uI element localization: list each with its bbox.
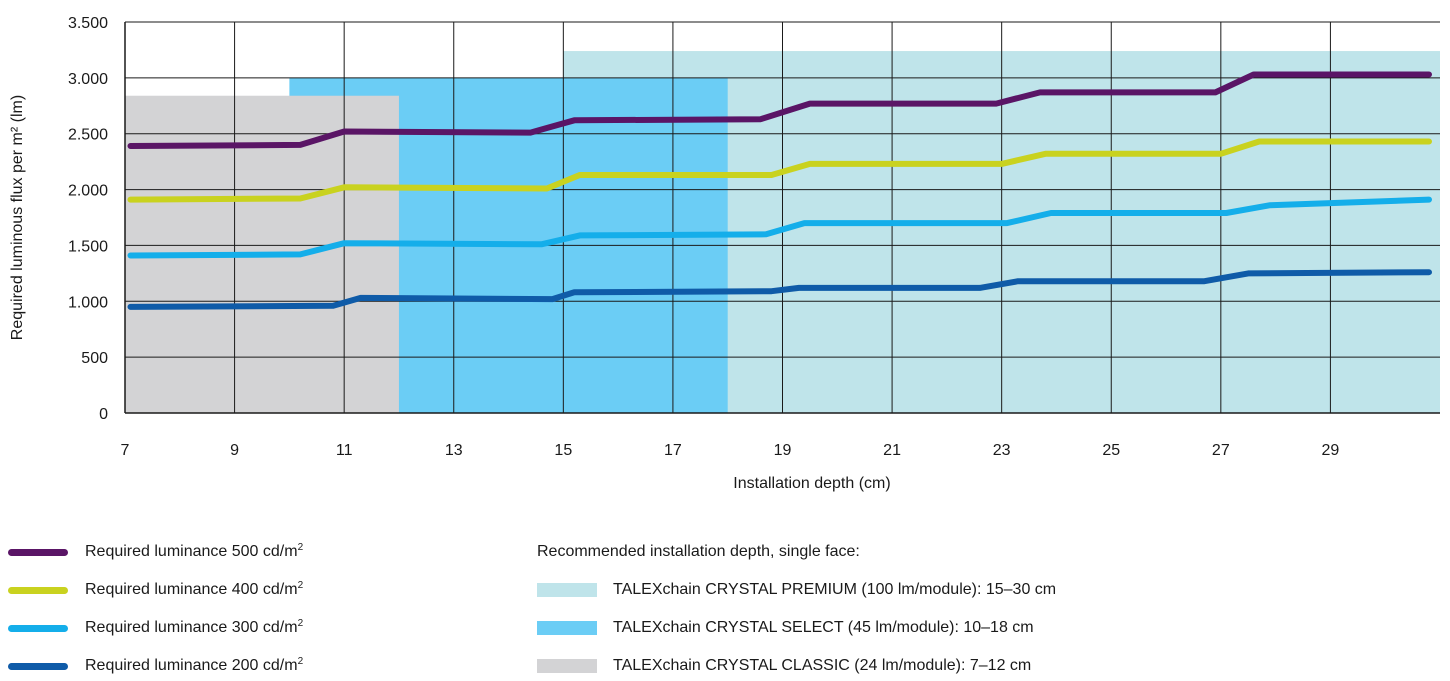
luminance-series: [127, 71, 1432, 310]
legend-label: Required luminance 500 cd/m2: [85, 542, 303, 562]
luminous-flux-chart: 7 9 11 13 15 17 19 21 23 25 27 29 0 500 1.000 1.500 2.00…: [9, 15, 1440, 492]
legend-line-swatch: [8, 549, 68, 556]
legend-label-text: Required luminance 300 cd/m: [85, 619, 298, 636]
legend-label-text: Required luminance 500 cd/m: [85, 543, 298, 560]
y-tick-label-4: 2.000: [68, 183, 108, 200]
x-tick-label-6: 19: [774, 442, 792, 459]
legend-label-text: Required luminance 400 cd/m: [85, 581, 298, 598]
legend-band-swatch: [537, 583, 597, 597]
x-tick-label-5: 17: [664, 442, 682, 459]
x-tick-label-0: 7: [121, 442, 130, 459]
legend-label: Required luminance 200 cd/m2: [85, 656, 303, 676]
y-tick-label-2: 1.000: [68, 294, 108, 311]
y-tick-label-5: 2.500: [68, 127, 108, 144]
series-line-2: [127, 196, 1432, 259]
x-axis-title: Installation depth (cm): [733, 475, 890, 492]
series-line-3: [127, 269, 1432, 310]
legend-line-swatch: [8, 663, 68, 670]
legend-line-swatch: [8, 625, 68, 632]
y-tick-label-3: 1.500: [68, 238, 108, 255]
legend-band-swatch: [537, 621, 597, 635]
legend-label: TALEXchain CRYSTAL SELECT (45 lm/module)…: [613, 619, 1034, 636]
series-line-0: [127, 71, 1432, 149]
legend-label: TALEXchain CRYSTAL PREMIUM (100 lm/modul…: [613, 581, 1057, 598]
legend-label: Required luminance 400 cd/m2: [85, 580, 303, 600]
grid-lines: [125, 21, 1440, 414]
x-tick-label-3: 13: [445, 442, 463, 459]
x-tick-label-7: 21: [883, 442, 901, 459]
tick-labels: 7 9 11 13 15 17 19 21 23 25 27 29 0 500 1.000 1.500 2.00…: [68, 15, 1339, 459]
x-tick-label-11: 29: [1322, 442, 1340, 459]
x-tick-label-4: 15: [554, 442, 572, 459]
legend-line-swatch: [8, 587, 68, 594]
y-tick-label-7: 3.500: [68, 15, 108, 32]
series-line-1: [127, 138, 1432, 203]
legend-label-superscript: 2: [297, 542, 304, 553]
x-tick-label-9: 25: [1102, 442, 1120, 459]
x-tick-label-10: 27: [1212, 442, 1230, 459]
legend-band-swatch: [537, 659, 597, 673]
legend-label-superscript: 2: [297, 580, 304, 591]
x-tick-label-2: 11: [336, 442, 353, 459]
axes: [124, 21, 1440, 414]
legend-label: Required luminance 300 cd/m2: [85, 618, 303, 638]
legend-label-superscript: 2: [297, 656, 304, 667]
y-tick-label-6: 3.000: [68, 71, 108, 88]
legend-label: TALEXchain CRYSTAL CLASSIC (24 lm/module…: [613, 657, 1032, 674]
y-tick-label-1: 500: [81, 350, 108, 367]
x-tick-label-1: 9: [230, 442, 239, 459]
legend-label-superscript: 2: [297, 618, 304, 629]
legend-label-text: Required luminance 200 cd/m: [85, 657, 298, 674]
y-tick-label-0: 0: [99, 406, 108, 423]
x-tick-label-8: 23: [993, 442, 1011, 459]
y-axis-title: Required luminous flux per m² (lm): [9, 95, 26, 340]
